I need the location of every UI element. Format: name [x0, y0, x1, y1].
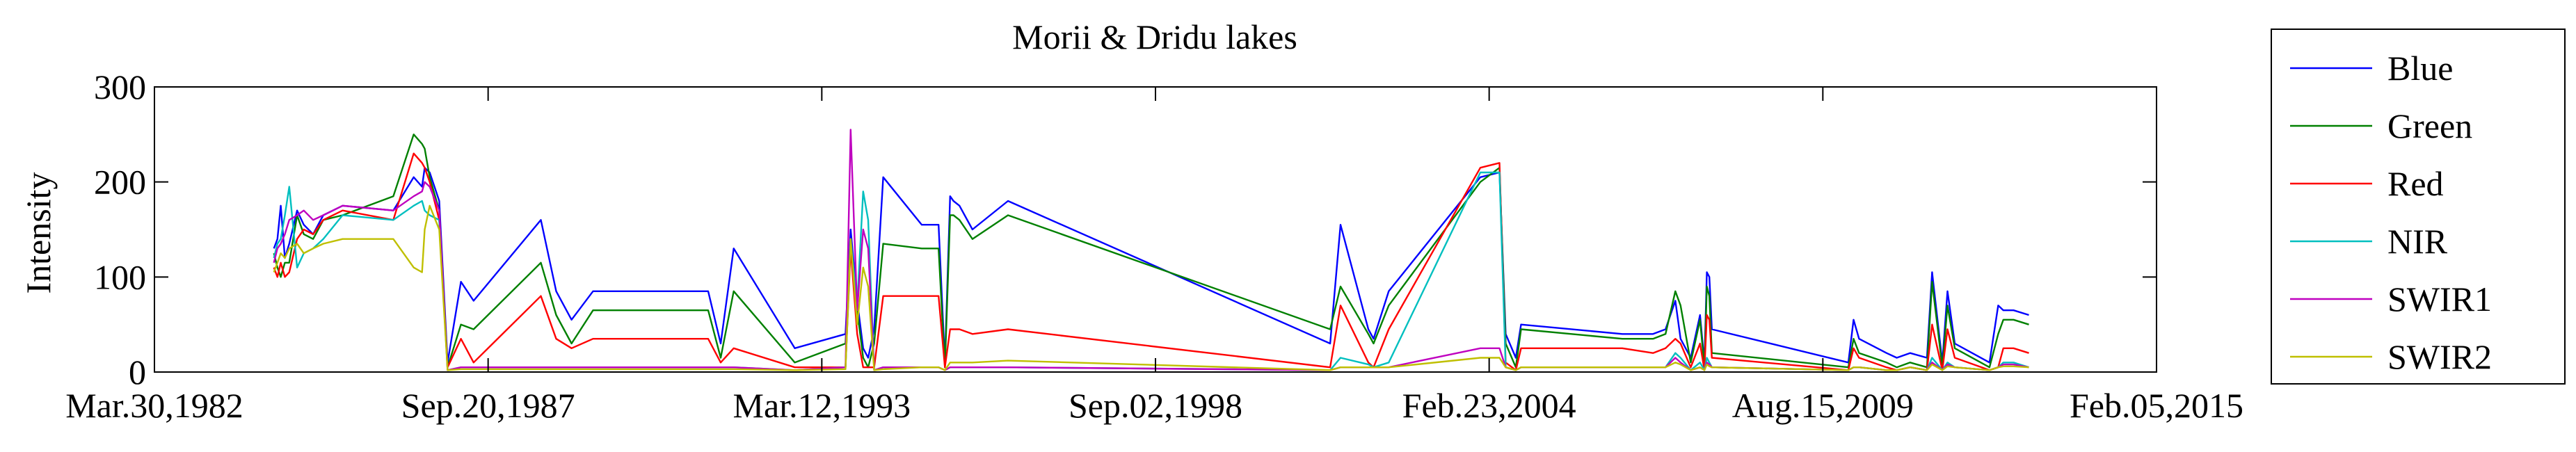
legend-box [2271, 29, 2566, 385]
chart-title: Morii & Dridu lakes [1012, 17, 1297, 56]
legend-label-green: Green [2387, 106, 2472, 145]
plot-area [154, 86, 2157, 373]
x-ticks: Mar.30,1982 Sep.20,1987 Mar.12,1993 Sep.02,… [65, 87, 2243, 425]
x-tick-label: Feb.23,2004 [1402, 386, 1576, 425]
y-tick-label: 0 [129, 353, 146, 392]
legend-label-swir2: SWIR2 [2387, 337, 2492, 376]
legend-label-blue: Blue [2387, 49, 2453, 88]
series-line-swir2 [273, 204, 2029, 371]
series-line-green [273, 134, 2029, 369]
y-ticks: 0 100 200 300 [94, 67, 2157, 392]
legend-label-red: Red [2387, 164, 2444, 203]
legend-label-nir: NIR [2387, 222, 2448, 261]
legend-label-swir1: SWIR1 [2387, 280, 2492, 318]
legend: Blue Green Red NIR SWIR1 SWIR2 [2271, 29, 2566, 385]
y-tick-label: 200 [94, 163, 146, 202]
x-tick-label: Aug.15,2009 [1732, 386, 1914, 425]
y-tick-label: 100 [94, 257, 146, 296]
x-tick-label: Feb.05,2015 [2070, 386, 2243, 425]
x-tick-label: Sep.02,1998 [1069, 386, 1242, 425]
x-tick-label: Sep.20,1987 [401, 386, 575, 425]
x-tick-label: Mar.30,1982 [65, 386, 243, 425]
x-tick-label: Mar.12,1993 [733, 386, 911, 425]
series-line-red [273, 152, 2029, 371]
y-axis-label: Intensity [19, 172, 58, 294]
y-tick-label: 300 [94, 67, 146, 106]
series-layer [273, 129, 2029, 371]
